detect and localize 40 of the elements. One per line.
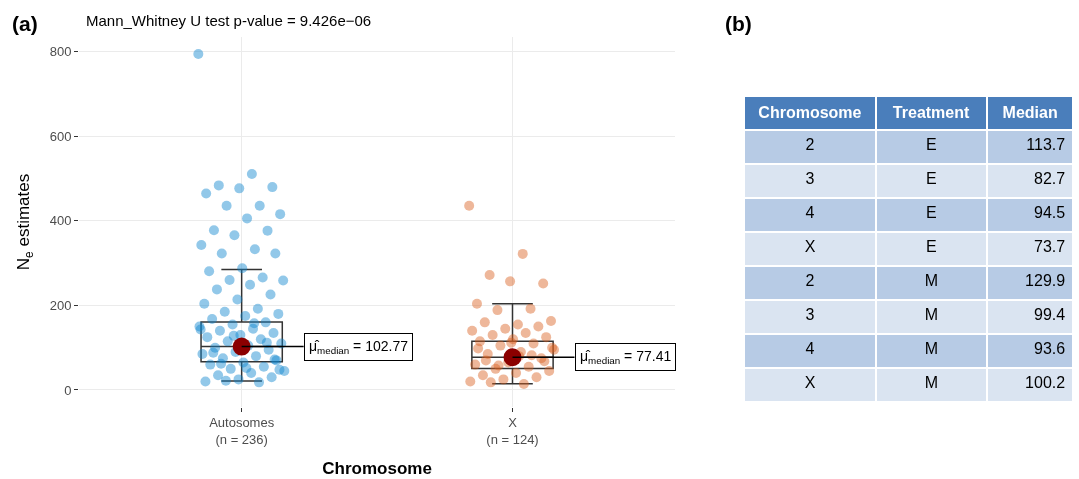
text: X [804, 373, 816, 391]
annotation: μ̂$_{median}$ = 77.41 [580, 348, 672, 366]
text: M [924, 339, 939, 357]
text: (b) [725, 12, 752, 35]
text: 113.7 [1026, 135, 1066, 153]
text: E [926, 203, 937, 221]
y-tick-label: 800 [49, 44, 72, 60]
text: 99.4 [1034, 305, 1066, 323]
text: X [804, 237, 816, 255]
annotation: μ̂$_{median}$ = 102.77 [309, 338, 409, 356]
x-axis-title: Chromosome [322, 458, 432, 478]
y-tick-label: 400 [49, 213, 72, 229]
text: 94.5 [1034, 203, 1066, 221]
chart-title: Mann_Whitney U test p-value = 9.426e−06 [86, 12, 372, 29]
y-tick-label: 600 [49, 128, 72, 144]
text: 2 [805, 271, 815, 289]
y-tick-label: 0 [64, 382, 72, 398]
text: 4 [805, 339, 815, 357]
category-label: Median [1002, 103, 1058, 121]
text: 3 [805, 169, 815, 187]
category-label: Treatment [892, 103, 971, 121]
text: 4 [805, 203, 815, 221]
y-tick-label: 200 [49, 297, 72, 313]
text: E [926, 169, 937, 187]
text: E [926, 237, 937, 255]
text: M [924, 305, 939, 323]
text: 82.7 [1034, 169, 1066, 187]
category-label: Chromosome [758, 103, 862, 121]
text: 2 [805, 135, 815, 153]
text: 129.9 [1025, 271, 1066, 289]
text: 73.7 [1034, 237, 1066, 255]
text: M [924, 373, 939, 391]
x-tick-label: X (n = 124) [486, 415, 539, 448]
text: 100.2 [1025, 373, 1066, 391]
text: 3 [805, 305, 815, 323]
text: (a) [12, 12, 38, 35]
x-tick-label: Autosomes (n = 236) [209, 415, 275, 448]
text: M [924, 271, 939, 289]
text: 93.6 [1034, 339, 1066, 357]
text: E [926, 135, 937, 153]
